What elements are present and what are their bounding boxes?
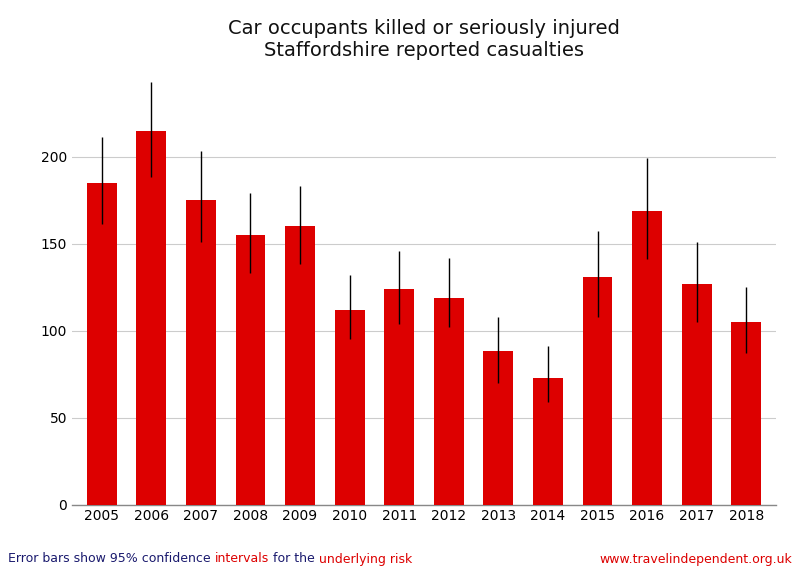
Bar — [682, 284, 711, 505]
Bar — [236, 235, 266, 505]
Text: intervals: intervals — [214, 553, 269, 566]
Bar — [731, 322, 761, 505]
Bar — [582, 277, 612, 505]
Bar — [533, 378, 563, 505]
Bar — [285, 226, 315, 505]
Bar — [87, 183, 117, 505]
Bar — [186, 200, 216, 505]
Title: Car occupants killed or seriously injured
Staffordshire reported casualties: Car occupants killed or seriously injure… — [228, 19, 620, 60]
Bar — [483, 351, 514, 505]
Text: Error bars show 95% confidence: Error bars show 95% confidence — [8, 553, 214, 566]
Bar — [137, 130, 166, 505]
Bar — [632, 211, 662, 505]
Text: www.travelindependent.org.uk: www.travelindependent.org.uk — [599, 553, 792, 566]
Bar — [334, 310, 365, 505]
Text: for the: for the — [269, 553, 318, 566]
Bar — [434, 298, 464, 505]
Bar — [384, 289, 414, 505]
Text: underlying risk: underlying risk — [318, 553, 412, 566]
